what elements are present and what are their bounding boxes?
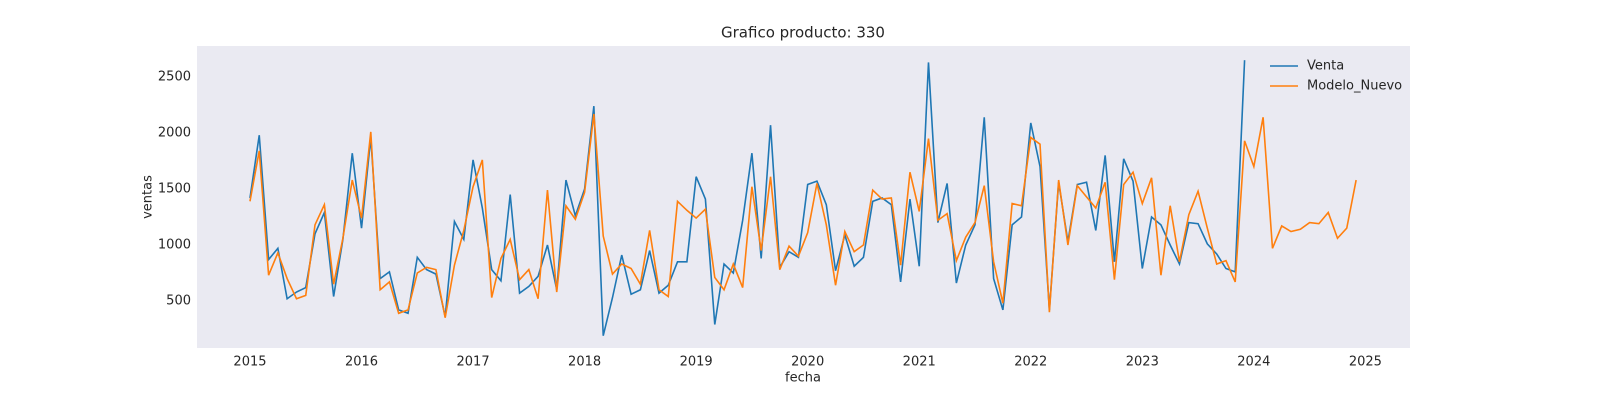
x-tick-label: 2025 bbox=[1349, 355, 1382, 370]
x-tick-label: 2024 bbox=[1237, 355, 1270, 370]
x-tick-label: 2021 bbox=[903, 355, 936, 370]
x-tick-label: 2016 bbox=[345, 355, 378, 370]
x-tick-label: 2018 bbox=[568, 355, 601, 370]
y-tick-label: 500 bbox=[166, 293, 191, 308]
y-axis-label: ventas bbox=[141, 175, 156, 219]
x-tick-label: 2023 bbox=[1126, 355, 1159, 370]
series-line bbox=[249, 60, 1246, 336]
legend-label: Modelo_Nuevo bbox=[1307, 79, 1402, 94]
series-line bbox=[249, 113, 1357, 318]
y-tick-label: 1500 bbox=[158, 181, 191, 196]
x-tick-label: 2020 bbox=[791, 355, 824, 370]
legend-label: Venta bbox=[1307, 59, 1344, 74]
x-tick-label: 2022 bbox=[1014, 355, 1047, 370]
plot-area bbox=[197, 46, 1410, 348]
y-tick-label: 2000 bbox=[158, 126, 191, 141]
y-tick-label: 2500 bbox=[158, 70, 191, 85]
x-axis-label: fecha bbox=[785, 371, 821, 386]
y-tick-label: 1000 bbox=[158, 237, 191, 252]
chart-title: Grafico producto: 330 bbox=[721, 24, 885, 42]
x-tick-label: 2015 bbox=[233, 355, 266, 370]
x-tick-label: 2017 bbox=[457, 355, 490, 370]
x-tick-label: 2019 bbox=[680, 355, 713, 370]
